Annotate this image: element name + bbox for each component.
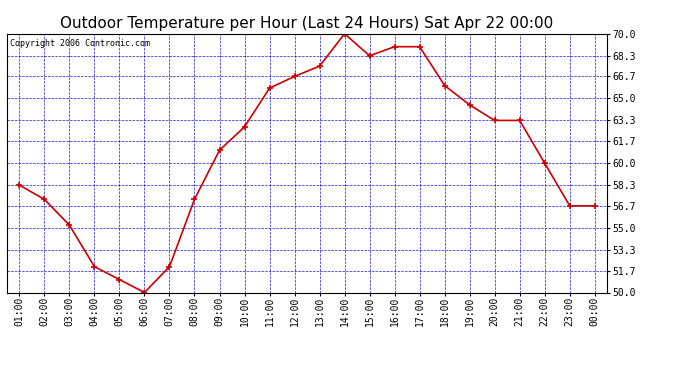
- Title: Outdoor Temperature per Hour (Last 24 Hours) Sat Apr 22 00:00: Outdoor Temperature per Hour (Last 24 Ho…: [61, 16, 553, 31]
- Text: Copyright 2006 Contronic.com: Copyright 2006 Contronic.com: [10, 39, 150, 48]
